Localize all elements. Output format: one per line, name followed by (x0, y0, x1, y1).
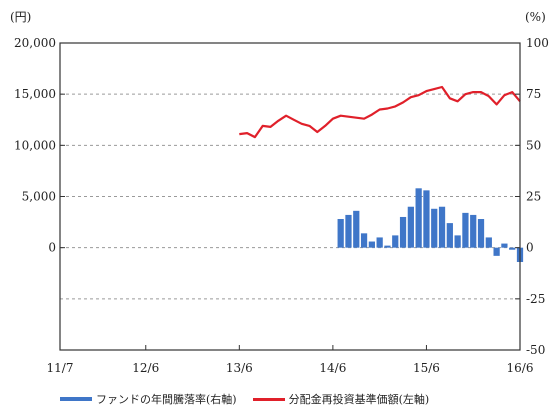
return-bar (470, 214, 477, 248)
return-bar (509, 247, 516, 250)
tick-labels: 0 5,000 10,000 15,000 20,000 -50 -25 0 25 50 75 100… (14, 36, 549, 375)
right-tick-label: 75 (526, 87, 541, 101)
x-tick-label: 11/7 (47, 361, 74, 375)
legend: ファンドの年間騰落率(右軸) 分配金再投資基準価額(左軸) (60, 390, 445, 408)
legend-swatch-line (252, 397, 285, 401)
left-tick-label: 20,000 (14, 36, 56, 50)
legend-label-line: 分配金再投資基準価額(左軸) (288, 393, 430, 406)
nav-line (239, 85, 521, 139)
right-axis-unit: (%) (525, 10, 546, 24)
return-bar (446, 223, 453, 248)
return-bar (407, 206, 414, 248)
right-tick-label: 0 (526, 241, 534, 255)
return-bar (384, 245, 391, 248)
left-tick-label: 15,000 (14, 87, 56, 101)
return-bar (423, 190, 430, 248)
return-bar (399, 216, 407, 248)
x-tick-label: 13/6 (226, 361, 253, 375)
legend-label-bars: ファンドの年間騰落率(右軸) (96, 393, 237, 406)
return-bar (431, 208, 438, 248)
left-tick-label: 5,000 (22, 190, 56, 204)
plot-frame (59, 42, 521, 351)
right-tick-label: 25 (526, 190, 541, 204)
right-tick-label: 50 (526, 138, 541, 152)
left-axis-unit: (円) (10, 10, 31, 24)
return-bar (477, 219, 485, 248)
return-bar (376, 237, 383, 248)
left-tick-label: 10,000 (14, 138, 56, 152)
legend-item-bars: ファンドの年間騰落率(右軸) (60, 391, 237, 407)
right-tick-label: 100 (526, 36, 549, 50)
return-bar (493, 247, 500, 256)
return-bar (392, 235, 399, 248)
grid-lines (60, 93, 520, 300)
return-bar (337, 219, 344, 248)
return-bar (360, 233, 368, 248)
return-bars (337, 188, 524, 262)
legend-item-line: 分配金再投資基準価額(左軸) (252, 391, 430, 407)
right-tick-label: -25 (526, 292, 545, 306)
return-bar (462, 212, 469, 248)
x-tick-label: 16/6 (507, 361, 534, 375)
x-tick-label: 12/6 (132, 361, 159, 375)
nav-line-layer (239, 85, 521, 139)
x-tick-label: 15/6 (413, 361, 440, 375)
legend-swatch-bars (60, 397, 92, 401)
return-bar (415, 188, 422, 248)
x-tick-label: 14/6 (319, 361, 346, 375)
return-bar (501, 243, 508, 248)
right-tick-label: -50 (526, 343, 545, 357)
return-bar (353, 210, 360, 248)
left-tick-label: 0 (48, 241, 56, 255)
return-bar (438, 206, 446, 248)
return-bar (454, 235, 461, 248)
return-bar (368, 241, 375, 248)
return-bar (485, 237, 492, 248)
return-bar (345, 214, 352, 248)
